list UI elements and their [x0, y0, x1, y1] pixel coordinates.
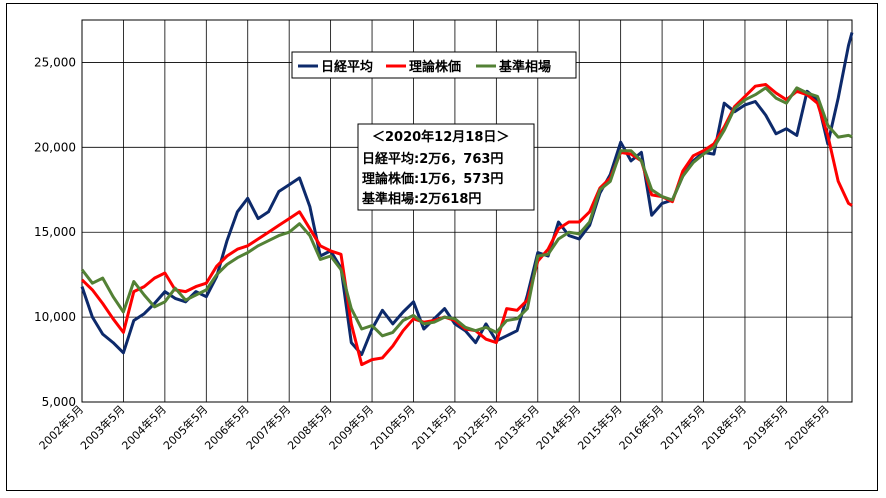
series-line-2: [80, 86, 853, 338]
annotation-line-benchmark: 基準相場:2万618円: [361, 191, 481, 207]
annotation-background: [357, 123, 535, 211]
y-tick-label: 5,000: [42, 395, 76, 409]
annotation-line-theoretical: 理論株価:1万6，573円: [362, 171, 503, 187]
x-tick-label: 2020年5月: [782, 402, 832, 452]
y-axis-ticks: 5,000 10,000 15,000 20,000 25,000: [34, 55, 76, 409]
series-line-0: [80, 32, 854, 356]
annotation-line-nikkei: 日経平均:2万6，763円: [362, 151, 503, 167]
y-tick-label: 10,000: [34, 310, 76, 324]
legend-label-theoretical: 理論株価: [409, 59, 461, 75]
legend: 日経平均 理論株価 基準相場: [291, 51, 577, 79]
legend-box: [291, 51, 577, 79]
y-tick-label: 20,000: [34, 140, 76, 154]
legend-label-nikkei: 日経平均: [321, 59, 373, 75]
series-lines: [80, 32, 854, 367]
legend-label-benchmark: 基準相場: [498, 59, 551, 75]
annotation-box: ＜2020年12月18日＞ 日経平均:2万6，763円 理論株価:1万6，573…: [357, 123, 535, 211]
plot-area: [81, 19, 853, 403]
y-tick-label: 15,000: [34, 225, 76, 239]
x-axis-ticks: 2002年5月2003年5月2004年5月2005年5月2006年5月2007年…: [36, 402, 832, 452]
annotation-title: ＜2020年12月18日＞: [372, 129, 509, 145]
y-tick-label: 25,000: [34, 55, 76, 69]
